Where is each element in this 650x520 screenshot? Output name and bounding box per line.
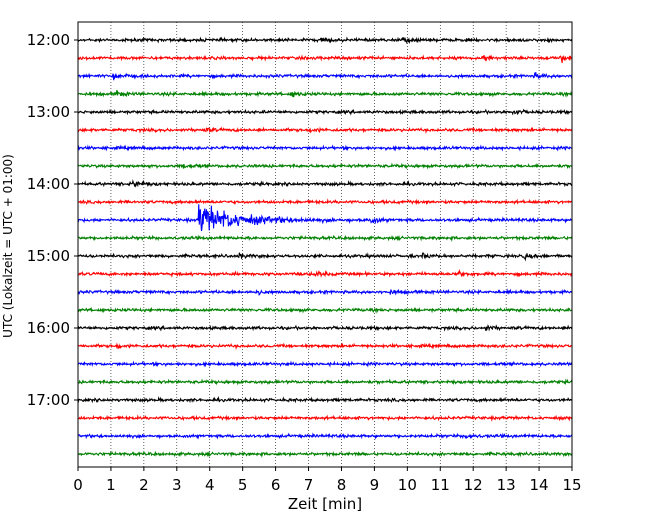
- x-tick-label: 11: [431, 476, 450, 494]
- trace-row-1445: [77, 234, 573, 242]
- trace-row-1400: [77, 179, 573, 188]
- x-axis-ticks: 0 1 2 3 4 5 6 7 8 9 10 11 12 13 14 15: [73, 467, 582, 494]
- trace-row-1315: [77, 126, 573, 135]
- trace-row-1515: [77, 268, 573, 278]
- trace-row-1300: [77, 108, 573, 116]
- y-tick-label: 13:00: [27, 103, 70, 121]
- x-tick-label: 4: [205, 476, 215, 494]
- trace-row-1730: [77, 432, 573, 440]
- x-tick-label: 8: [337, 476, 347, 494]
- trace-row-1745: [77, 450, 573, 458]
- plot-frame: [77, 21, 573, 468]
- trace-row-1230: [77, 72, 573, 81]
- x-tick-label: 9: [370, 476, 380, 494]
- x-tick-label: 1: [106, 476, 116, 494]
- y-tick-label: 14:00: [27, 175, 70, 193]
- trace-row-1630: [77, 360, 573, 368]
- vertical-grid: [110, 22, 540, 467]
- trace-row-1545: [77, 306, 573, 314]
- trace-row-1645: [77, 378, 573, 386]
- trace-row-1715: [77, 414, 573, 422]
- trace-row-1600: [77, 324, 573, 332]
- x-tick-label: 13: [497, 476, 516, 494]
- y-axis-label: UTC (Lokalzeit = UTC + 01:00): [1, 154, 15, 338]
- x-tick-label: 0: [73, 476, 83, 494]
- x-tick-label: 14: [530, 476, 549, 494]
- x-tick-label: 5: [238, 476, 248, 494]
- x-tick-label: 2: [139, 476, 149, 494]
- x-tick-label: 3: [172, 476, 182, 494]
- trace-rows: [77, 36, 573, 458]
- trace-row-1345: [77, 162, 573, 170]
- trace-row-1200: [77, 36, 573, 45]
- y-tick-label: 17:00: [27, 391, 70, 409]
- x-axis-label: Zeit [min]: [288, 495, 362, 513]
- y-axis-ticks: 12:00 13:00 14:00 15:00 16:00 17:00: [27, 31, 78, 409]
- x-tick-label: 12: [464, 476, 483, 494]
- trace-row-1500: [77, 252, 573, 262]
- trace-row-1215: [77, 54, 573, 63]
- trace-row-1415: [77, 198, 573, 206]
- x-tick-label: 6: [271, 476, 281, 494]
- trace-row-1615: [77, 342, 573, 351]
- trace-row-1430: [77, 204, 573, 232]
- y-tick-label: 16:00: [27, 319, 70, 337]
- trace-row-1700: [77, 395, 573, 404]
- x-tick-label: 7: [304, 476, 314, 494]
- x-tick-label: 10: [398, 476, 417, 494]
- trace-row-1330: [77, 144, 573, 152]
- y-tick-label: 12:00: [27, 31, 70, 49]
- x-tick-label: 15: [562, 476, 581, 494]
- trace-row-1530: [77, 288, 573, 296]
- trace-row-1245: [77, 89, 573, 98]
- y-tick-label: 15:00: [27, 247, 70, 265]
